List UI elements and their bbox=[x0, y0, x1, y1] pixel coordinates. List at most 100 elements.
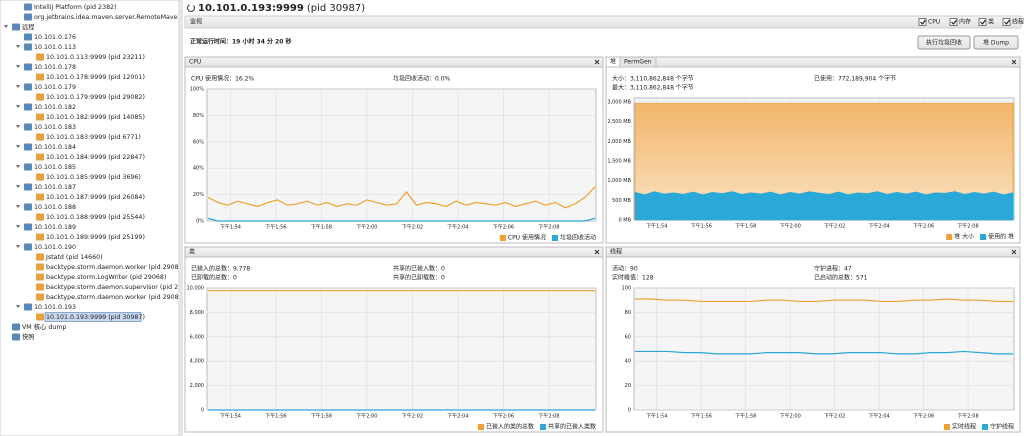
node-icon bbox=[36, 173, 44, 181]
close-icon[interactable] bbox=[594, 249, 600, 255]
checkmark bbox=[1004, 19, 1010, 25]
button-label[interactable]: 执行垃圾回收 bbox=[926, 39, 962, 47]
tree-node[interactable]: 10.101.0.188:9999 (pid 25544) bbox=[46, 214, 145, 221]
tree-node[interactable]: 10.101.0.190 bbox=[34, 244, 76, 251]
tree-node[interactable]: 10.101.0.182 bbox=[34, 104, 76, 111]
expand-toggle[interactable] bbox=[16, 245, 20, 248]
node-icon bbox=[36, 283, 44, 291]
node-icon bbox=[24, 33, 32, 41]
expand-toggle[interactable] bbox=[16, 105, 20, 108]
y-tick-label: 0 bbox=[628, 408, 631, 414]
tree-node[interactable]: 10.101.0.187 bbox=[34, 184, 76, 191]
tree-node[interactable]: 10.101.0.113 bbox=[34, 44, 76, 51]
tree-node[interactable]: org.jetbrains.idea.maven.server.RemoteMa… bbox=[34, 14, 207, 21]
expand-toggle[interactable] bbox=[16, 145, 20, 148]
legend-swatch bbox=[477, 424, 484, 430]
expand-toggle[interactable] bbox=[16, 185, 20, 188]
tab[interactable] bbox=[619, 56, 657, 68]
button[interactable] bbox=[917, 35, 971, 50]
tree-node[interactable]: 10.101.0.182:9999 (pid 14085) bbox=[46, 114, 145, 121]
tree-node[interactable]: 10.101.0.187:9999 (pid 26084) bbox=[46, 194, 145, 201]
tree-node[interactable]: 10.101.0.176 bbox=[34, 34, 76, 41]
tree-node[interactable]: 10.101.0.189 bbox=[34, 224, 76, 231]
node-icon bbox=[36, 53, 44, 61]
node-icon bbox=[36, 313, 44, 321]
panel-header bbox=[605, 246, 1021, 258]
tree-node[interactable]: 10.101.0.184 bbox=[34, 144, 76, 151]
x-tick-label: 下午2:00 bbox=[780, 223, 801, 230]
tree-node[interactable]: 10.101.0.185:9999 (pid 3696) bbox=[46, 174, 141, 181]
x-tick-label: 下午2:00 bbox=[356, 413, 377, 420]
splitter[interactable] bbox=[179, 0, 183, 436]
node-icon bbox=[36, 153, 44, 161]
info-text: 最大：3,110,862,848 个字节 bbox=[612, 84, 694, 92]
checkbox[interactable] bbox=[949, 18, 958, 26]
node-icon bbox=[24, 3, 32, 11]
tree-node[interactable]: VM 核心 dump bbox=[22, 322, 66, 331]
tree-node[interactable]: 10.101.0.183:9999 (pid 6771) bbox=[46, 134, 141, 141]
node-icon bbox=[36, 293, 44, 301]
tree-node[interactable]: 10.101.0.178 bbox=[34, 64, 76, 71]
tree-node[interactable]: 10.101.0.184:9999 (pid 22847) bbox=[46, 154, 145, 161]
expand-toggle[interactable] bbox=[16, 225, 20, 228]
expand-toggle[interactable] bbox=[16, 305, 20, 308]
tree-node[interactable]: 10.101.0.193:9999 (pid 30987) bbox=[46, 314, 145, 321]
node-icon bbox=[36, 233, 44, 241]
panel-title: 类 bbox=[189, 248, 195, 256]
checkbox[interactable] bbox=[918, 18, 927, 26]
y-tick-label: 100 bbox=[621, 286, 631, 292]
tree-node[interactable]: backtype.storm.daemon.worker (pid 29081) bbox=[46, 294, 185, 301]
expand-toggle[interactable] bbox=[16, 65, 20, 68]
info-text: 共享的已装入数：0 bbox=[393, 265, 445, 273]
tree-node[interactable]: backtype.storm.LogWriter (pid 29068) bbox=[46, 274, 166, 281]
expand-toggle[interactable] bbox=[16, 125, 20, 128]
node-icon bbox=[24, 43, 32, 51]
x-tick-label: 下午1:58 bbox=[735, 223, 756, 230]
tab-label[interactable]: 堆 bbox=[610, 58, 616, 66]
tree-node[interactable]: 10.101.0.189:9999 (pid 25199) bbox=[46, 234, 145, 241]
expand-toggle[interactable] bbox=[16, 85, 20, 88]
expand-toggle[interactable] bbox=[16, 205, 20, 208]
checkbox[interactable] bbox=[1002, 18, 1011, 26]
info-text: 大小：3,110,862,848 个字节 bbox=[612, 75, 694, 83]
y-tick-label: 2,000 bbox=[190, 383, 204, 389]
legend-label: CPU 使用情况 bbox=[508, 234, 546, 242]
tree-node[interactable]: 远程 bbox=[22, 22, 35, 31]
uptime: 正常运行时间：19 小时 34 分 20 秒 bbox=[190, 38, 292, 46]
tree-node[interactable]: 10.101.0.179:9999 (pid 29082) bbox=[46, 94, 145, 101]
tree-node[interactable]: 快照 bbox=[22, 332, 35, 341]
close-icon[interactable] bbox=[594, 59, 600, 65]
expand-toggle[interactable] bbox=[16, 165, 20, 168]
button-label[interactable]: 堆 Dump bbox=[983, 39, 1009, 47]
tree-node[interactable]: backtype.storm.daemon.worker (pid 29081) bbox=[46, 264, 185, 271]
tab-label[interactable]: PermGen bbox=[624, 59, 652, 66]
x-tick-label: 下午2:08 bbox=[957, 413, 978, 420]
tree-node[interactable]: Jstatd (pid 14660) bbox=[45, 254, 103, 261]
info-text: 已启动的总数：571 bbox=[814, 274, 868, 282]
tree-node[interactable]: IntelliJ Platform (pid 2382) bbox=[34, 4, 117, 11]
tree-node[interactable]: 10.101.0.185 bbox=[34, 164, 76, 171]
close-icon[interactable] bbox=[1011, 59, 1017, 65]
tree-node[interactable]: 10.101.0.193 bbox=[34, 304, 76, 311]
button[interactable] bbox=[973, 35, 1019, 50]
plot-area bbox=[206, 88, 597, 222]
tree-node[interactable]: 10.101.0.183 bbox=[34, 124, 76, 131]
y-tick-label: 20% bbox=[193, 192, 204, 198]
tree-node[interactable]: backtype.storm.daemon.supervisor (pid 25… bbox=[46, 284, 197, 291]
panel-title: 线程 bbox=[610, 248, 622, 256]
expand-toggle[interactable] bbox=[16, 45, 20, 48]
x-tick-label: 下午1:56 bbox=[265, 224, 286, 231]
node-icon bbox=[36, 273, 44, 281]
x-tick-label: 下午2:02 bbox=[402, 224, 423, 231]
expand-toggle[interactable] bbox=[4, 25, 8, 28]
tree-node[interactable]: 10.101.0.113:9999 (pid 23211) bbox=[46, 54, 145, 61]
node-icon bbox=[24, 143, 32, 151]
checkbox[interactable] bbox=[978, 18, 987, 26]
node-icon bbox=[24, 163, 32, 171]
tree-node[interactable]: 10.101.0.179 bbox=[34, 84, 76, 91]
tree-node[interactable]: 10.101.0.178:9999 (pid 12001) bbox=[46, 74, 145, 81]
close-icon[interactable] bbox=[1011, 249, 1017, 255]
y-tick-label: 2,000 MB bbox=[607, 139, 631, 145]
tree-node[interactable]: 10.101.0.188 bbox=[34, 204, 76, 211]
